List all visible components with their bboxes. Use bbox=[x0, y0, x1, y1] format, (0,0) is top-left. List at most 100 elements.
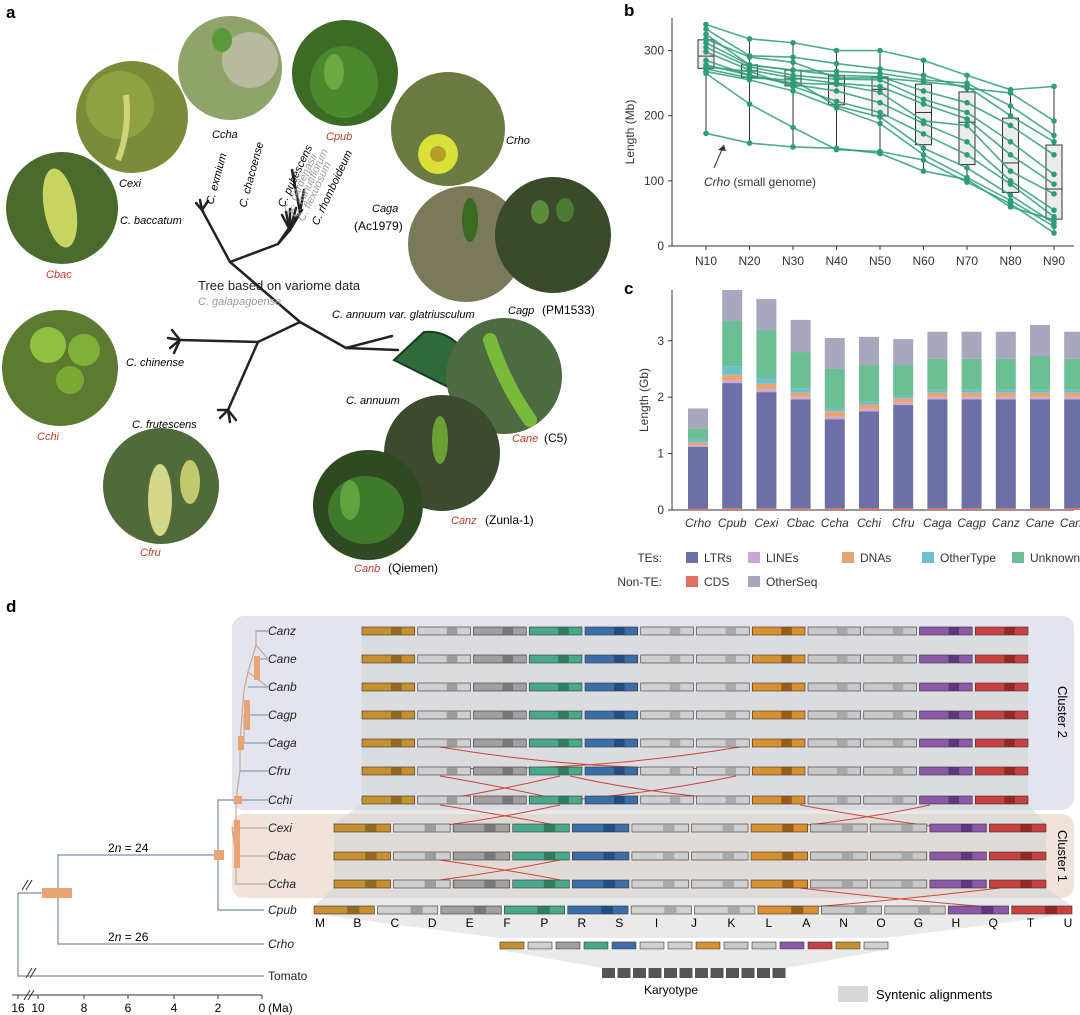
b-point-10-4 bbox=[877, 114, 883, 120]
time-tick-label-6: 0 bbox=[259, 1001, 266, 1015]
chrom-10-6 bbox=[694, 905, 756, 915]
chrom-accent-0-1 bbox=[446, 627, 458, 635]
chrom-1-10 bbox=[919, 654, 973, 664]
chrom-accent-10-7 bbox=[791, 906, 804, 914]
chrom-accent-5-8 bbox=[837, 767, 848, 775]
chrom-accent-9-5 bbox=[663, 880, 675, 888]
chrom-accent-2-10 bbox=[948, 683, 960, 691]
photo-label-cagp: Cagp bbox=[508, 305, 534, 317]
chrom-accent-3-0 bbox=[391, 711, 402, 719]
chrom-accent-9-8 bbox=[841, 880, 854, 888]
b-point-1-4 bbox=[877, 66, 883, 72]
chrom-9-7 bbox=[750, 879, 808, 889]
chrom-7-2 bbox=[452, 823, 511, 833]
photo-label-cane: Cane bbox=[512, 433, 538, 445]
chrom-10-0 bbox=[313, 905, 375, 915]
b-point-3-2 bbox=[790, 59, 796, 66]
chrom-4-1 bbox=[417, 738, 471, 748]
chrom-accent-0-4 bbox=[614, 627, 625, 635]
b-point-9-2 bbox=[790, 83, 796, 90]
node-bar-5 bbox=[254, 656, 260, 680]
c-bar-LINEs-Crho bbox=[688, 445, 708, 447]
chrom-9-2 bbox=[452, 879, 511, 889]
b-point-0-1 bbox=[746, 36, 753, 42]
karyo-letter-N: N bbox=[839, 916, 848, 930]
photo-canb bbox=[313, 450, 423, 560]
c-bar-OtherSeq-Cchi bbox=[859, 336, 879, 366]
chrom-8-3 bbox=[512, 851, 570, 861]
b-point-5-3 bbox=[833, 76, 840, 83]
b-point-13-3 bbox=[833, 145, 840, 152]
b-point-0-0 bbox=[703, 21, 709, 28]
chrom-accent-10-9 bbox=[917, 906, 931, 914]
c-bar-LTRs-Ccha bbox=[824, 419, 845, 509]
chrom-5-10 bbox=[919, 766, 973, 776]
b-point-6-7 bbox=[1007, 152, 1014, 158]
chrom-accent-9-3 bbox=[543, 880, 556, 888]
karyo-letter-I: I bbox=[655, 916, 658, 930]
c-bar-CDS-Cagp bbox=[961, 508, 982, 510]
leaf-c-exmium: C. exmium bbox=[204, 152, 229, 206]
chrom-accent-0-5 bbox=[669, 627, 681, 635]
chrom-3-1 bbox=[417, 710, 471, 720]
karyo-letter-O: O bbox=[876, 916, 885, 930]
c-bar-Unknown-Caga bbox=[927, 358, 948, 390]
chrom-accent-5-3 bbox=[558, 767, 569, 775]
c-legend-label-OtherSeq: OtherSeq bbox=[766, 575, 817, 589]
c-bar-CDS-Crho bbox=[688, 508, 708, 510]
chrom-1-3 bbox=[528, 654, 583, 664]
c-ytick-label-1: 1 bbox=[657, 447, 664, 461]
b-point-7-0 bbox=[703, 57, 709, 64]
leaf-c-frutescens: C. frutescens bbox=[132, 419, 197, 431]
chrom-accent-6-10 bbox=[948, 796, 960, 804]
b-xtick-label-2: N30 bbox=[782, 254, 804, 268]
chrom-accent-0-6 bbox=[725, 627, 737, 635]
ancestral-2 bbox=[555, 941, 581, 950]
chrom-0-1 bbox=[417, 626, 471, 636]
chrom-accent-4-7 bbox=[781, 739, 792, 747]
b-point-11-8 bbox=[1051, 223, 1057, 230]
chrom-accent-0-11 bbox=[1004, 627, 1015, 635]
branch-26-it: n bbox=[115, 930, 122, 944]
chrom-accent-1-9 bbox=[892, 655, 904, 663]
chrom-10-9 bbox=[884, 905, 946, 915]
karyotype-block-8 bbox=[726, 968, 739, 978]
c-legend-swatch-Unknown bbox=[1012, 552, 1024, 563]
branch-24-it: n bbox=[115, 841, 122, 855]
chrom-7-0 bbox=[333, 823, 391, 833]
panel-label-a: a bbox=[6, 3, 16, 22]
chrom-accent-2-11 bbox=[1004, 683, 1015, 691]
b-point-1-2 bbox=[790, 54, 796, 60]
c-legend-swatch-LINEs bbox=[748, 552, 760, 563]
genome-label-Crho: Crho bbox=[268, 937, 294, 951]
leaf-c-baccatum: C. baccatum bbox=[120, 215, 182, 227]
photo-cexi bbox=[76, 61, 188, 173]
chrom-accent-3-1 bbox=[446, 711, 458, 719]
chrom-6-5 bbox=[640, 795, 694, 805]
photo-cpub bbox=[292, 20, 398, 126]
c-bar-LTRs-Canb bbox=[1064, 399, 1080, 509]
chrom-2-9 bbox=[863, 682, 917, 692]
c-bar-OtherSeq-Canz bbox=[995, 331, 1016, 359]
panel-label-d: d bbox=[6, 597, 16, 616]
chrom-accent-10-6 bbox=[727, 906, 740, 914]
chrom-9-6 bbox=[691, 879, 749, 889]
chrom-accent-9-2 bbox=[484, 880, 496, 888]
genome-label-Cpub: Cpub bbox=[268, 903, 297, 917]
chrom-0-10 bbox=[919, 626, 973, 636]
b-xtick-label-5: N60 bbox=[912, 254, 934, 268]
karyo-letter-T: T bbox=[1027, 916, 1035, 930]
c-bar-DNAs-Canz bbox=[995, 392, 1016, 398]
time-tick-label-1: 10 bbox=[31, 1001, 45, 1015]
b-point-13-4 bbox=[877, 150, 883, 157]
c-bar-DNAs-Cpub bbox=[722, 374, 743, 381]
chrom-accent-5-9 bbox=[892, 767, 904, 775]
chrom-accent-8-6 bbox=[722, 852, 734, 860]
chrom-accent-4-5 bbox=[669, 739, 681, 747]
b-point-11-3 bbox=[833, 105, 840, 111]
b-ytick-label-0: 0 bbox=[657, 239, 664, 253]
c-bar-OtherSeq-Cane bbox=[1030, 324, 1050, 356]
chrom-9-3 bbox=[512, 879, 570, 889]
b-point-12-0 bbox=[703, 70, 709, 77]
b-point-6-6 bbox=[964, 116, 970, 122]
